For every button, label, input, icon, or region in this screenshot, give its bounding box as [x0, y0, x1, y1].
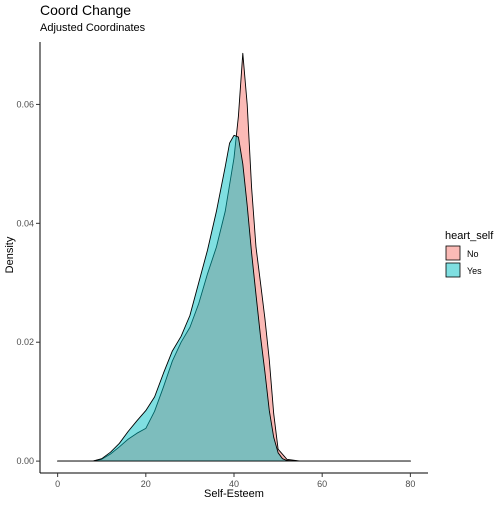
x-tick-label: 0 — [55, 479, 60, 489]
axes: 0 20 40 60 80 0.00 0.02 0.04 0.06 — [16, 42, 428, 489]
y-tick-label: 0.06 — [16, 99, 34, 109]
legend-label-yes: Yes — [467, 266, 482, 276]
x-axis-title: Self-Esteem — [204, 488, 264, 500]
x-tick-label: 80 — [405, 479, 415, 489]
x-tick-label: 40 — [229, 479, 239, 489]
y-tick-label: 0.04 — [16, 218, 34, 228]
chart-title: Coord Change — [40, 2, 131, 18]
plot-area — [57, 52, 411, 462]
x-tick-label: 60 — [317, 479, 327, 489]
chart-subtitle: Adjusted Coordinates — [40, 22, 146, 34]
legend-label-no: No — [467, 249, 479, 259]
y-tick-label: 0.02 — [16, 337, 34, 347]
legend-key-no — [445, 245, 461, 261]
x-tick-label: 20 — [141, 479, 151, 489]
density-area-yes — [57, 134, 411, 462]
y-axis-title: Density — [4, 236, 16, 273]
legend-title: heart_self — [445, 230, 494, 242]
legend: heart_self No Yes — [445, 230, 494, 278]
y-tick-label: 0.00 — [16, 456, 34, 466]
legend-key-yes — [445, 262, 461, 278]
